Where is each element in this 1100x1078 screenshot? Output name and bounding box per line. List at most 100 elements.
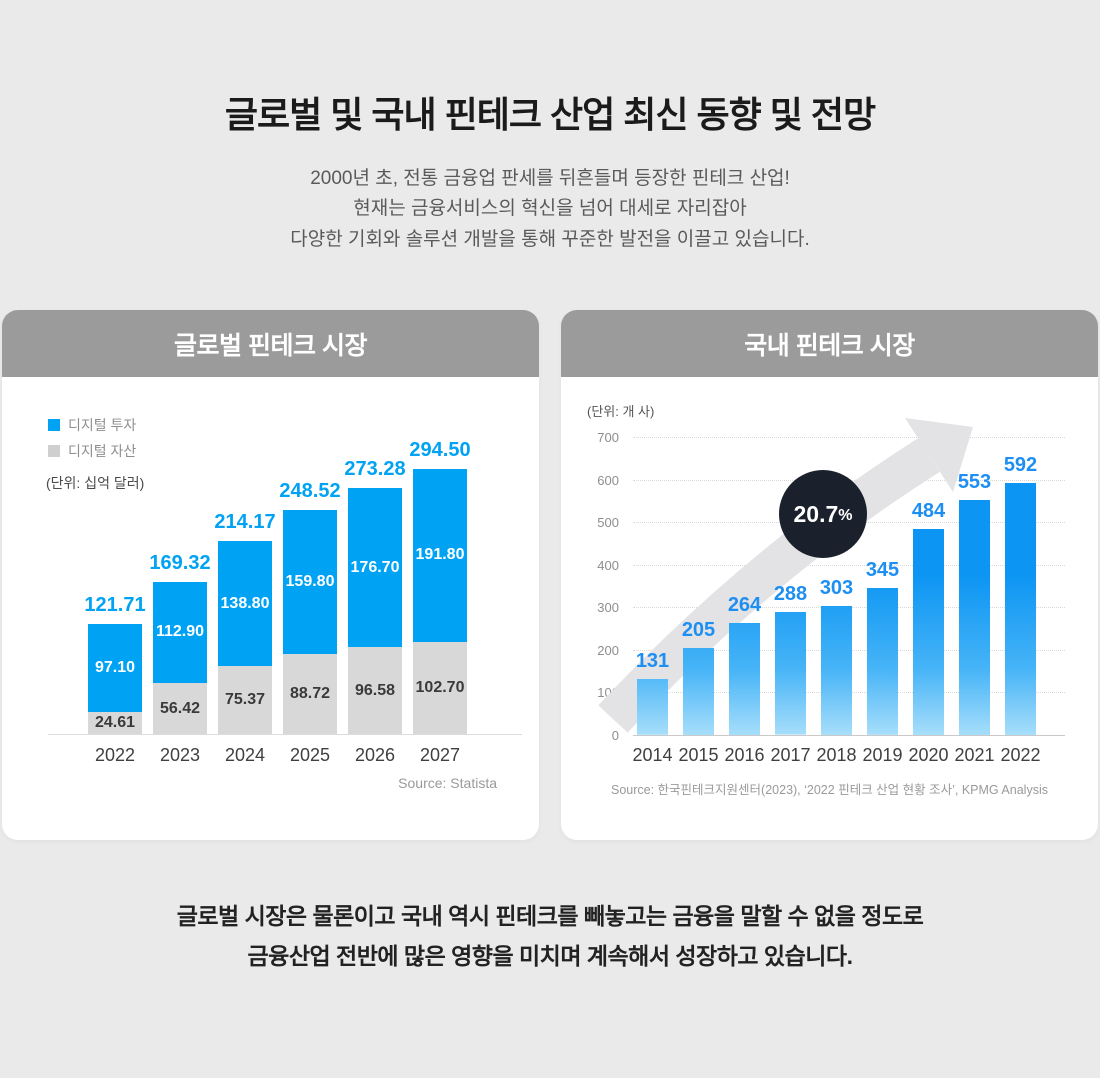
x-tick-2015: 2015 bbox=[678, 745, 718, 766]
bar-value-label: 592 bbox=[1003, 454, 1038, 476]
digital-investment-segment: 138.80 bbox=[218, 541, 272, 667]
domestic-fintech-card: 국내 핀테크 시장 (단위: 개 사) 0 100 200 300 400 500 600 7… bbox=[561, 310, 1098, 840]
growth-arrow-icon bbox=[598, 418, 973, 733]
domestic-bar-2015: 205 bbox=[682, 619, 715, 735]
legend-item-digital-investment: 디지털 투자 bbox=[48, 415, 136, 435]
digital-asset-segment: 56.42 bbox=[153, 683, 207, 734]
x-tick-label-2015: 2015 bbox=[678, 745, 719, 765]
domestic-chart-title: 국내 핀테크 시장 bbox=[561, 310, 1098, 377]
page-title: 글로벌 및 국내 핀테크 산업 최신 동향 및 전망 bbox=[224, 94, 876, 135]
domestic-bar-2020: 484 bbox=[912, 500, 945, 735]
global-bar-column-2025: 248.52 159.80 88.72 bbox=[279, 480, 341, 734]
bar-value-label: 264 bbox=[727, 593, 762, 616]
x-tick-label-2020: 2020 bbox=[908, 745, 949, 765]
digital-asset-segment: 102.70 bbox=[413, 641, 467, 734]
bar-value-label: 131 bbox=[635, 650, 670, 673]
bar-value-label: 345 bbox=[865, 559, 900, 582]
x-tick-2016: 2016 bbox=[724, 745, 764, 766]
x-tick-2023: 2023 bbox=[159, 745, 201, 765]
growth-rate-value: 20.7 bbox=[793, 500, 839, 527]
total-value-label: 248.52 bbox=[279, 480, 341, 503]
global-bar-column-2027: 294.50 191.80 102.70 bbox=[409, 439, 471, 734]
global-chart-body: 디지털 투자 디지털 자산 (단위: 십억 달러) 121.71 97.10 24.… bbox=[2, 377, 539, 840]
subtitle-line-2: 현재는 금융서비스의 혁신을 넘어 대세로 자리잡아 bbox=[353, 198, 747, 220]
x-tick-2025: 2025 bbox=[289, 745, 331, 765]
domestic-bar-2019: 345 bbox=[866, 559, 899, 735]
domestic-chart-body: (단위: 개 사) 0 100 200 300 400 500 600 700 131 205 2… bbox=[561, 377, 1098, 840]
digital-investment-segment: 191.80 bbox=[413, 468, 467, 642]
bar-value-label: 553 bbox=[957, 470, 992, 493]
total-value-label: 294.50 bbox=[409, 438, 471, 461]
gridline-400 bbox=[633, 564, 1065, 566]
domestic-bar-2021: 553 bbox=[958, 471, 991, 735]
chart-cards-row: 글로벌 핀테크 시장 디지털 투자 디지털 자산 (단위: 십억 달러) 121… bbox=[0, 310, 1100, 840]
digital-asset-segment: 88.72 bbox=[283, 654, 337, 734]
global-chart-x-axis: 2022 2023 2024 2025 2026 2027 bbox=[48, 745, 522, 766]
y-tick-500: 500 bbox=[597, 515, 619, 531]
global-fintech-card: 글로벌 핀테크 시장 디지털 투자 디지털 자산 (단위: 십억 달러) 121… bbox=[2, 310, 539, 840]
digital-investment-segment: 97.10 bbox=[88, 624, 142, 712]
total-value-label: 121.71 bbox=[84, 594, 146, 617]
bar-value-label: 484 bbox=[911, 499, 946, 522]
domestic-chart-x-axis: 2014 2015 2016 2017 2018 2019 2020 2021 2022 bbox=[632, 745, 1040, 766]
domestic-bar-2017: 288 bbox=[774, 583, 807, 735]
digital-investment-segment: 159.80 bbox=[283, 510, 337, 655]
digital-investment-segment: 176.70 bbox=[348, 488, 402, 648]
domestic-chart-unit: (단위: 개 사) bbox=[587, 404, 655, 419]
subtitle-line-1: 2000년 초, 전통 금융업 판세를 뒤흔들며 등장한 핀테크 산업! bbox=[310, 168, 790, 189]
growth-rate-percent-sign: % bbox=[838, 506, 853, 524]
subtitle-line-3: 다양한 기회와 솔루션 개발을 통해 꾸준한 발전을 이끌고 있습니다. bbox=[290, 228, 810, 250]
digital-asset-segment: 24.61 bbox=[88, 711, 142, 734]
closing-line-2: 금융산업 전반에 많은 영향을 미치며 계속해서 성장하고 있습니다. bbox=[247, 943, 853, 970]
y-tick-300: 300 bbox=[597, 600, 619, 616]
x-tick-2027: 2027 bbox=[419, 745, 461, 765]
total-value-label: 214.17 bbox=[214, 511, 276, 534]
x-tick-label-2016: 2016 bbox=[724, 745, 765, 765]
y-tick-0: 0 bbox=[611, 728, 619, 743]
global-chart-title: 글로벌 핀테크 시장 bbox=[2, 310, 539, 377]
digital-asset-segment: 75.37 bbox=[218, 666, 272, 734]
legend-label-digital-asset: 디지털 자산 bbox=[68, 443, 137, 459]
gridline-700 bbox=[633, 437, 1065, 439]
growth-rate-badge: 20.7% bbox=[779, 470, 867, 558]
closing-line-1: 글로벌 시장은 물론이고 국내 역시 핀테크를 빼놓고는 금융을 말할 수 없을… bbox=[176, 903, 924, 929]
global-bar-column-2026: 273.28 176.70 96.58 bbox=[344, 458, 406, 734]
x-tick-2022: 2022 bbox=[1000, 745, 1040, 766]
x-tick-2026: 2026 bbox=[354, 745, 396, 765]
page-subtitle: 2000년 초, 전통 금융업 판세를 뒤흔들며 등장한 핀테크 산업! 현재는… bbox=[0, 164, 1100, 255]
bar-value-label: 288 bbox=[773, 583, 808, 606]
y-tick-400: 400 bbox=[597, 557, 619, 573]
total-value-label: 273.28 bbox=[344, 458, 406, 481]
x-tick-2024: 2024 bbox=[224, 745, 266, 765]
domestic-bar-2018: 303 bbox=[820, 577, 853, 735]
y-tick-200: 200 bbox=[597, 642, 619, 658]
x-tick-2020: 2020 bbox=[908, 745, 948, 766]
total-value-label: 169.32 bbox=[149, 551, 211, 574]
x-tick-2019: 2019 bbox=[862, 745, 902, 766]
domestic-bar-2016: 264 bbox=[728, 594, 761, 735]
global-bar-column-2023: 169.32 112.90 56.42 bbox=[149, 552, 211, 734]
x-tick-label-2014: 2014 bbox=[632, 745, 673, 765]
global-chart-legend: 디지털 투자 디지털 자산 bbox=[48, 415, 136, 467]
legend-label-digital-investment: 디지털 투자 bbox=[68, 417, 137, 433]
domestic-bar-2014: 131 bbox=[636, 650, 669, 735]
domestic-chart-y-axis: 0 100 200 300 400 500 600 700 bbox=[575, 430, 619, 743]
global-chart-unit: (단위: 십억 달러) bbox=[46, 475, 145, 491]
x-tick-label-2022: 2022 bbox=[1000, 745, 1041, 765]
global-stacked-bar-chart: 121.71 97.10 24.61 169.32 112.90 56.42 214.17 1… bbox=[48, 439, 522, 735]
domestic-bars-group: 131 205 264 288 303 345 484 553 592 bbox=[636, 454, 1037, 735]
bar-value-label: 303 bbox=[819, 577, 854, 600]
x-tick-2014: 2014 bbox=[632, 745, 672, 766]
closing-statement: 글로벌 시장은 물론이고 국내 역시 핀테크를 빼놓고는 금융을 말할 수 없을… bbox=[0, 896, 1100, 977]
x-tick-label-2019: 2019 bbox=[862, 745, 903, 765]
x-tick-2017: 2017 bbox=[770, 745, 810, 766]
legend-item-digital-asset: 디지털 자산 bbox=[48, 441, 136, 461]
x-tick-label-2021: 2021 bbox=[954, 745, 995, 765]
global-bar-column-2022: 121.71 97.10 24.61 bbox=[84, 594, 146, 734]
x-tick-2021: 2021 bbox=[954, 745, 994, 766]
x-tick-2022: 2022 bbox=[94, 745, 136, 765]
digital-investment-swatch-icon bbox=[48, 419, 60, 431]
x-tick-label-2017: 2017 bbox=[770, 745, 811, 765]
bar-value-label: 205 bbox=[681, 618, 716, 641]
